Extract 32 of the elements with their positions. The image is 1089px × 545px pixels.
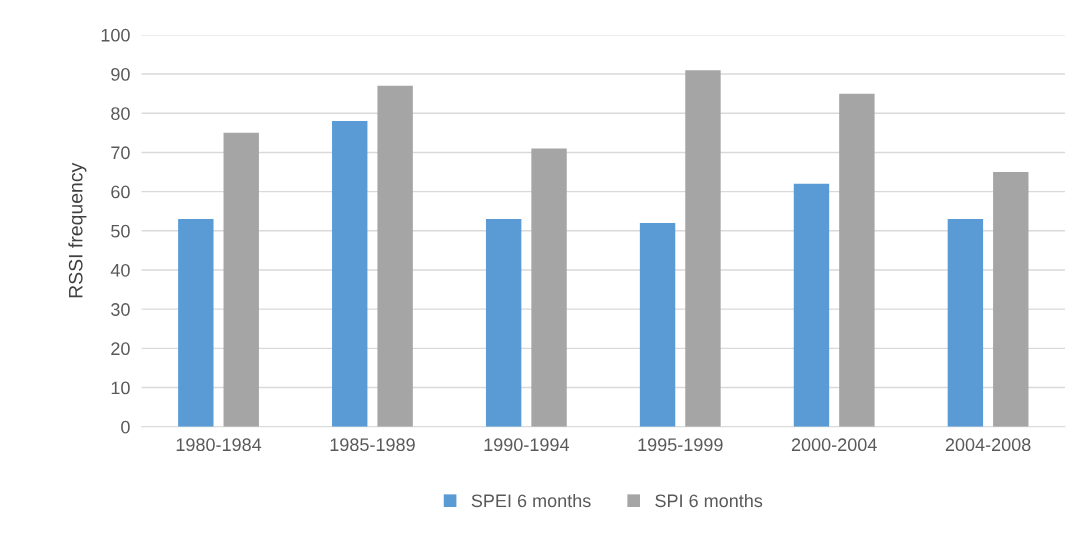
y-tick-label: 90 <box>111 68 130 81</box>
bar <box>531 148 567 427</box>
y-tick-label: 30 <box>111 303 130 316</box>
bar <box>839 93 875 427</box>
x-tick-label: 1990-1994 <box>484 438 569 452</box>
legend-label: SPI 6 months <box>655 493 763 508</box>
x-tick-label: 1985-1989 <box>330 438 415 452</box>
bar <box>685 70 721 427</box>
x-tick-label: 2000-2004 <box>791 438 877 452</box>
y-tick-label: 50 <box>111 224 130 238</box>
x-tick-label: 1980-1984 <box>176 438 262 452</box>
bar <box>639 222 676 427</box>
bar <box>793 183 830 427</box>
y-tick-label: 10 <box>111 381 130 395</box>
bar <box>485 219 522 427</box>
y-tick-label: 80 <box>111 107 130 120</box>
y-tick-label: 40 <box>110 263 130 277</box>
x-tick-label: 2004-2008 <box>945 438 1031 452</box>
y-tick-label: 100 <box>101 28 130 42</box>
y-tick-label: 20 <box>111 342 130 356</box>
y-axis-title: RSSI frequency <box>68 162 87 298</box>
y-tick-label: 70 <box>111 146 130 160</box>
y-tick-label: 60 <box>111 185 130 199</box>
x-tick-label: 1995-1999 <box>638 438 723 452</box>
bar <box>377 85 413 427</box>
legend-label: SPEI 6 months <box>471 493 591 508</box>
bar <box>332 121 368 427</box>
bar <box>947 219 984 427</box>
bar <box>993 172 1029 427</box>
y-tick-label: 0 <box>121 420 130 434</box>
bar <box>178 219 214 427</box>
bar <box>223 132 259 427</box>
